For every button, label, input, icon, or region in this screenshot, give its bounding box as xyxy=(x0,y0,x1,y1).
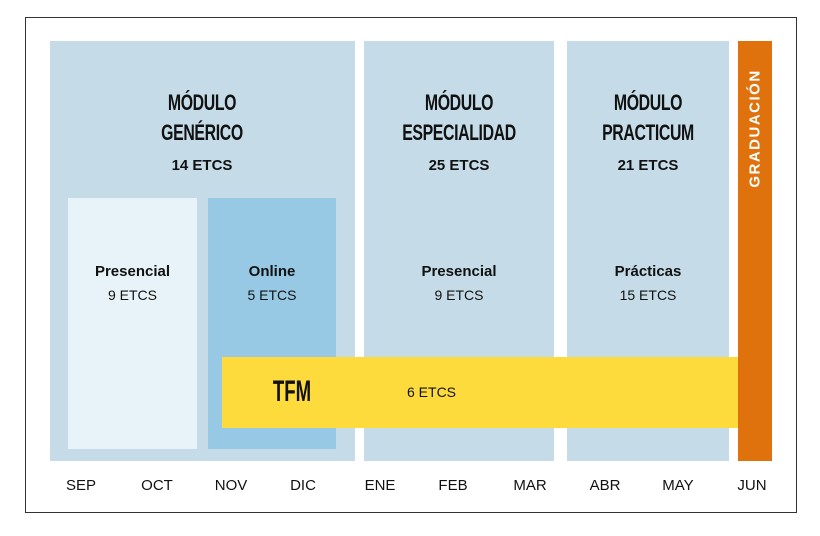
module-especialidad-etcs: 25 ETCS xyxy=(428,157,490,174)
block-online-etcs: 5 ETCS xyxy=(247,287,297,303)
module-title-line: GENÉRICO xyxy=(161,120,243,145)
month-label: FEB xyxy=(438,477,468,494)
month-label: OCT xyxy=(141,477,173,494)
block-presencial-etcs: 9 ETCS xyxy=(107,287,157,303)
module-generico-etcs: 14 ETCS xyxy=(171,157,233,174)
module-title-line: PRACTICUM xyxy=(602,120,694,145)
module-title-line: MÓDULO xyxy=(424,90,494,115)
module-practicum-title: MÓDULO PRACTICUM xyxy=(576,88,720,148)
module-practicum-etcs: 21 ETCS xyxy=(617,157,679,174)
module-title-line: MÓDULO xyxy=(613,90,683,115)
block-especialidad-presencial-etcs: 9 ETCS xyxy=(434,287,484,303)
module-title-line: MÓDULO xyxy=(167,90,237,115)
tfm-label: TFM xyxy=(272,375,312,408)
month-label: DIC xyxy=(290,477,316,494)
graduacion-label-wrap: GRADUACIÓN xyxy=(738,41,772,216)
block-practicas-etcs: 15 ETCS xyxy=(619,287,677,303)
module-generico-title: MÓDULO GENÉRICO xyxy=(130,88,274,148)
module-especialidad-title: MÓDULO ESPECIALIDAD xyxy=(387,88,531,148)
month-label: MAY xyxy=(662,477,694,494)
graduacion-label: GRADUACIÓN xyxy=(746,69,764,188)
block-especialidad-presencial-title: Presencial xyxy=(421,263,497,280)
tfm-bar: TFM 6 ETCS xyxy=(222,357,772,428)
block-presencial-title: Presencial xyxy=(94,263,171,280)
block-practicas-title: Prácticas xyxy=(614,263,682,280)
month-label: NOV xyxy=(214,477,248,494)
graduacion-bar: GRADUACIÓN xyxy=(738,41,772,461)
tfm-etcs: 6 ETCS xyxy=(407,384,457,400)
month-label: MAR xyxy=(513,477,547,494)
month-label: JUN xyxy=(737,477,767,494)
block-online-title: Online xyxy=(248,263,296,280)
month-label: SEP xyxy=(65,477,96,494)
month-label: ABR xyxy=(589,477,621,494)
module-title-line: ESPECIALIDAD xyxy=(402,120,516,145)
month-label: ENE xyxy=(364,477,396,494)
presencial-block xyxy=(68,198,197,449)
